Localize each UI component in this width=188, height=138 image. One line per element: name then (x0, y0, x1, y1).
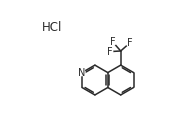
Circle shape (110, 40, 116, 45)
Text: F: F (110, 37, 116, 47)
Text: N: N (78, 68, 86, 78)
Text: F: F (107, 47, 113, 57)
Text: HCl: HCl (42, 21, 62, 34)
Circle shape (127, 41, 132, 46)
Text: F: F (127, 38, 132, 48)
Circle shape (107, 49, 113, 54)
Circle shape (79, 70, 85, 76)
